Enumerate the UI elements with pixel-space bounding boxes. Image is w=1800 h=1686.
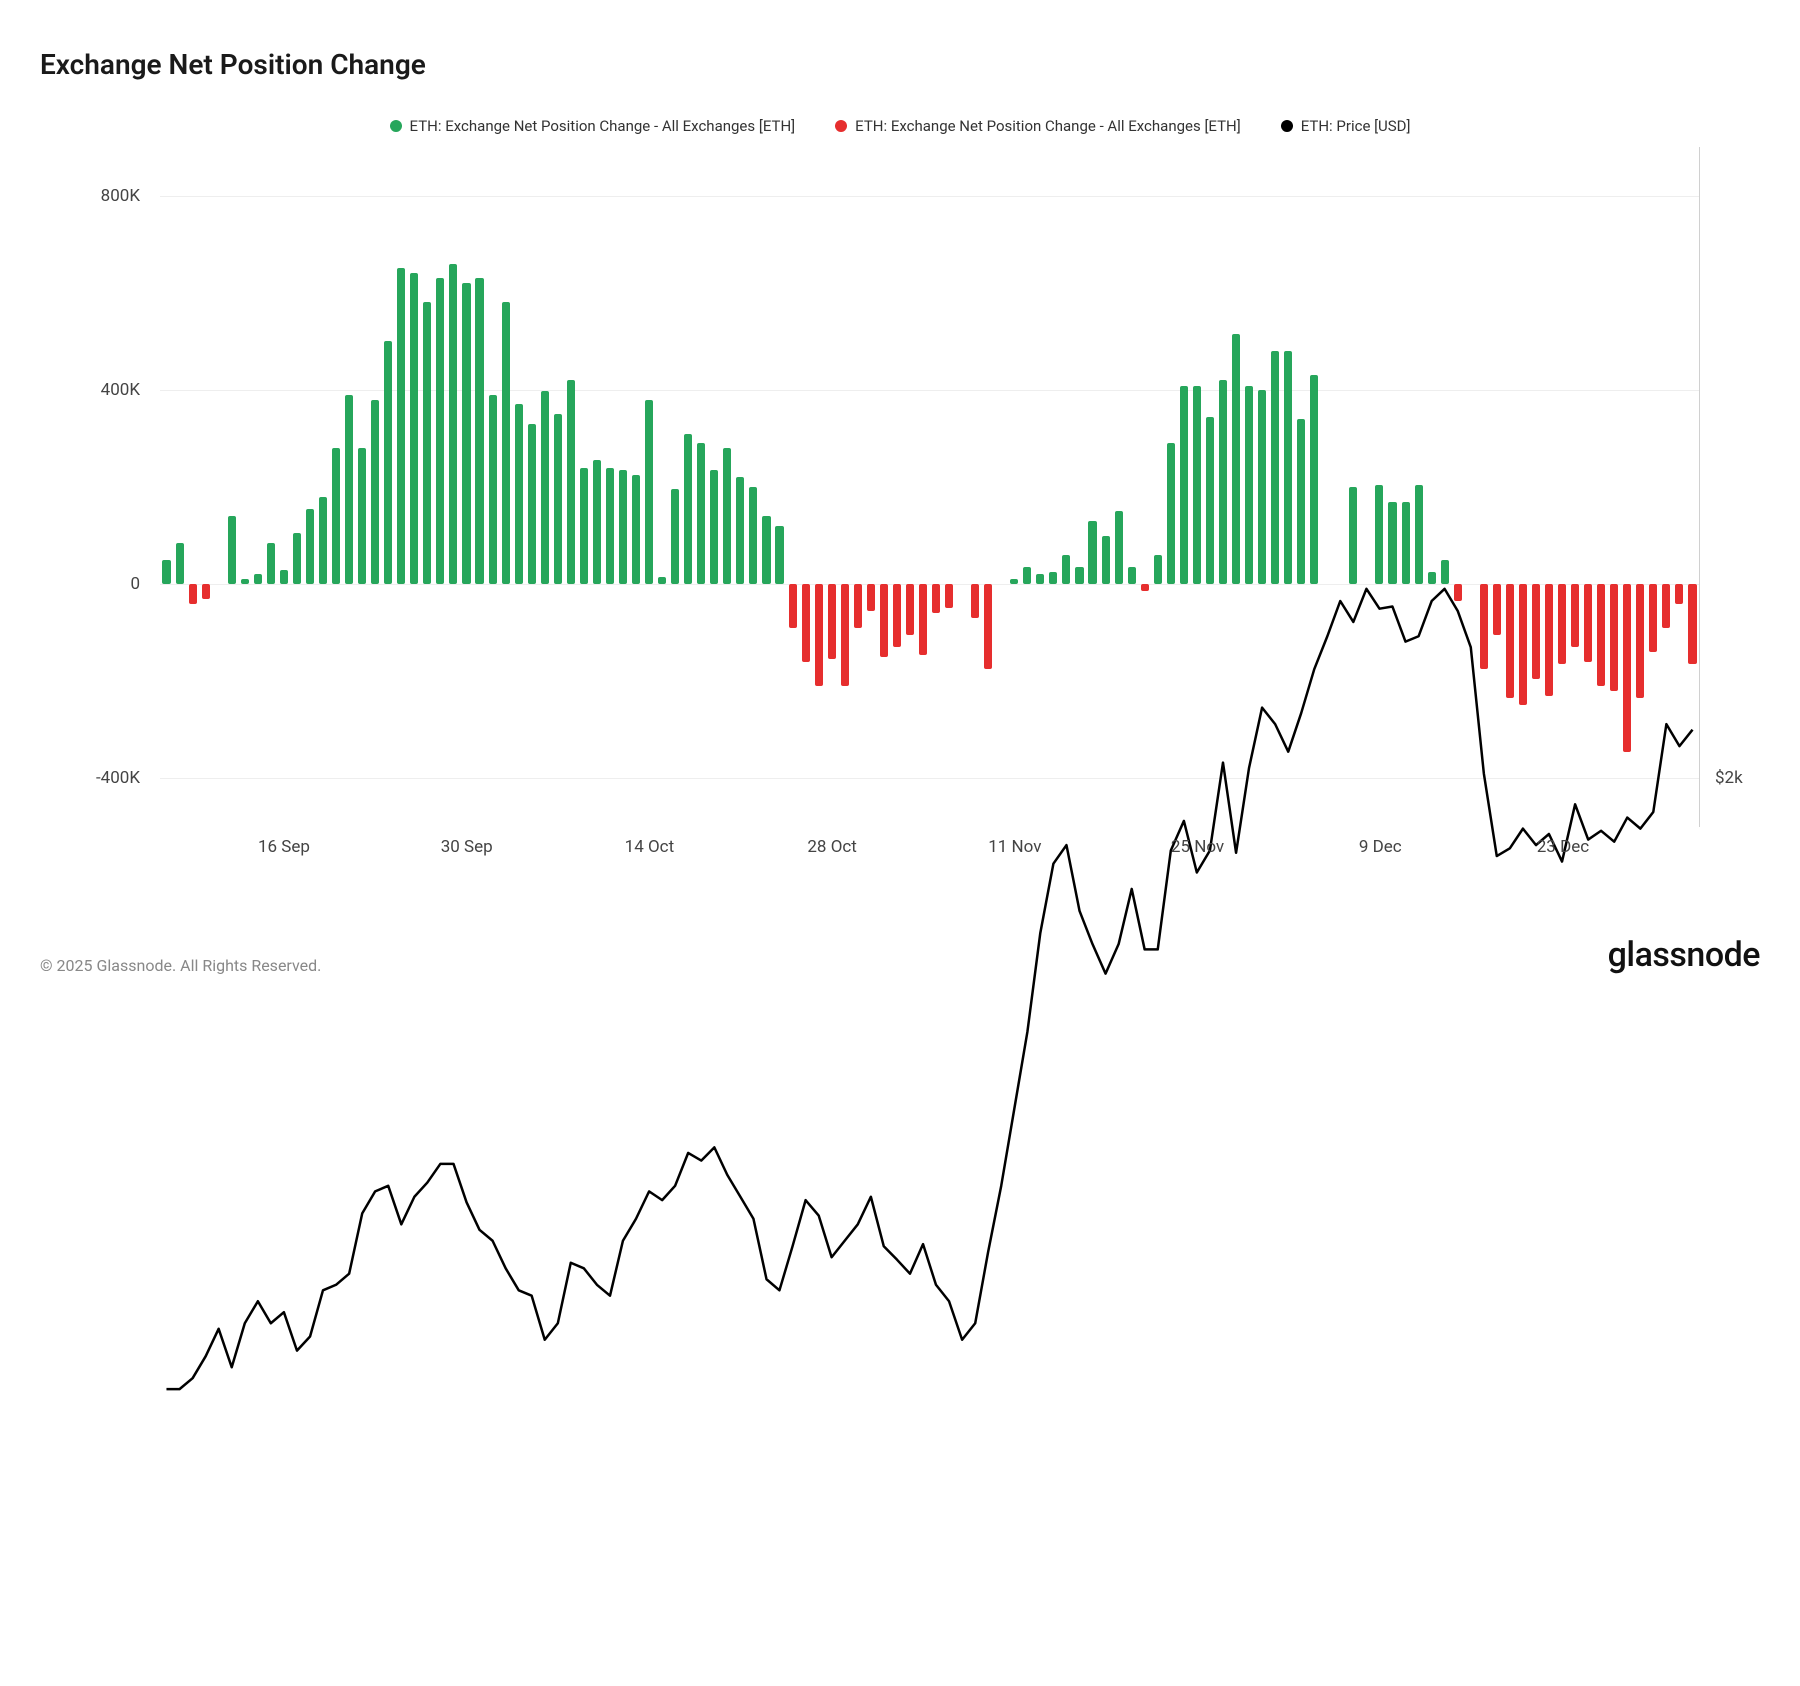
legend-dot-icon [1281, 120, 1293, 132]
x-tick-label: 11 Nov [988, 837, 1041, 857]
x-tick-label: 9 Dec [1359, 837, 1402, 857]
chart-title: Exchange Net Position Change [40, 48, 1760, 81]
legend-dot-icon [835, 120, 847, 132]
legend-label: ETH: Exchange Net Position Change - All … [855, 117, 1241, 135]
y-tick-label: 0 [130, 574, 140, 594]
price-line-series [160, 147, 1699, 1686]
chart-area: 800K 400K 0 -400K $2k 16 Sep 30 Sep 14 Oct 28 … [40, 147, 1760, 867]
y-tick-label: -400K [96, 768, 140, 788]
brand-logo: glassnode [1608, 935, 1760, 975]
footer: © 2025 Glassnode. All Rights Reserved. g… [40, 935, 1760, 975]
y2-axis-labels: $2k [1705, 147, 1760, 827]
x-tick-label: 23 Dec [1537, 837, 1589, 857]
x-tick-label: 28 Oct [807, 837, 856, 857]
legend-label: ETH: Exchange Net Position Change - All … [410, 117, 796, 135]
copyright-text: © 2025 Glassnode. All Rights Reserved. [40, 956, 321, 975]
x-axis-labels: 16 Sep 30 Sep 14 Oct 28 Oct 11 Nov 25 Nov 9 De… [160, 837, 1700, 867]
x-tick-label: 14 Oct [625, 837, 674, 857]
x-tick-label: 16 Sep [258, 837, 310, 857]
price-polyline [166, 589, 1692, 1389]
legend-label: ETH: Price [USD] [1301, 117, 1411, 135]
y-tick-label: 800K [101, 186, 140, 206]
legend-dot-icon [390, 120, 402, 132]
legend-item-positive: ETH: Exchange Net Position Change - All … [390, 117, 796, 135]
legend-item-negative: ETH: Exchange Net Position Change - All … [835, 117, 1241, 135]
plot-region [160, 147, 1700, 827]
x-tick-label: 30 Sep [441, 837, 493, 857]
legend: ETH: Exchange Net Position Change - All … [40, 117, 1760, 135]
y2-tick-label: $2k [1715, 768, 1743, 788]
y-tick-label: 400K [101, 380, 140, 400]
x-tick-label: 25 Nov [1171, 837, 1224, 857]
y-axis-labels: 800K 400K 0 -400K [40, 147, 150, 827]
legend-item-price: ETH: Price [USD] [1281, 117, 1411, 135]
